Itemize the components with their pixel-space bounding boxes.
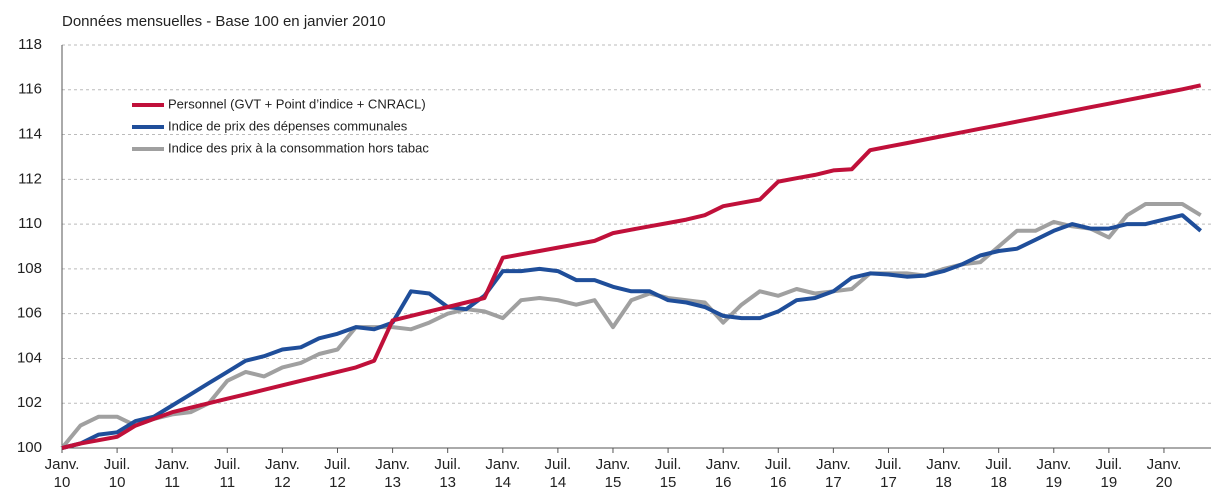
x-tick-label: Janv.: [265, 456, 300, 473]
x-tick-label: 18: [990, 474, 1007, 491]
x-tick-label: 16: [715, 474, 732, 491]
y-tick-label: 104: [17, 349, 42, 366]
x-tick-label: 13: [384, 474, 401, 491]
y-tick-label: 100: [17, 439, 42, 456]
y-tick-label: 108: [17, 260, 42, 277]
x-tick-label: Juil.: [324, 456, 351, 473]
x-tick-label: Juil.: [765, 456, 792, 473]
x-tick-label: Juil.: [434, 456, 461, 473]
y-tick-label: 116: [18, 81, 42, 98]
legend-label: Indice des prix à la consommation hors t…: [168, 140, 429, 155]
x-tick-label: 15: [660, 474, 677, 491]
x-tick-label: Janv.: [926, 456, 961, 473]
series-line: [61, 213, 1202, 450]
x-tick-label: 10: [109, 474, 126, 491]
x-tick-label: Janv.: [706, 456, 741, 473]
x-tick-label: Janv.: [1147, 456, 1182, 473]
x-tick-label: Janv.: [45, 456, 80, 473]
legend-label: Indice de prix des dépenses communales: [168, 118, 408, 133]
x-tick-label: 19: [1045, 474, 1062, 491]
x-tick-label: Janv.: [485, 456, 520, 473]
chart-title: Données mensuelles - Base 100 en janvier…: [62, 13, 386, 30]
x-tick-label: Juil.: [545, 456, 572, 473]
series-line: [61, 83, 1202, 450]
y-tick-label: 106: [17, 305, 42, 322]
x-tick-label: 15: [605, 474, 622, 491]
x-tick-label: 10: [54, 474, 71, 491]
x-tick-label: 17: [880, 474, 897, 491]
x-tick-label: Juil.: [104, 456, 131, 473]
x-tick-label: 14: [550, 474, 567, 491]
x-tick-label: Juil.: [985, 456, 1012, 473]
x-tick-label: 19: [1101, 474, 1118, 491]
x-tick-label: Juil.: [875, 456, 902, 473]
x-tick-label: 18: [935, 474, 952, 491]
x-tick-label: 17: [825, 474, 842, 491]
x-tick-label: 11: [220, 474, 236, 491]
x-tick-label: 16: [770, 474, 787, 491]
x-tick-label: Janv.: [375, 456, 410, 473]
x-tick-label: Janv.: [596, 456, 631, 473]
x-tick-label: 12: [329, 474, 346, 491]
legend-label: Personnel (GVT + Point d’indice + CNRACL…: [168, 96, 426, 111]
x-tick-label: 14: [494, 474, 511, 491]
y-tick-label: 118: [18, 36, 42, 53]
series-line: [60, 202, 1202, 450]
x-tick-label: Janv.: [816, 456, 851, 473]
x-tick-label: 12: [274, 474, 291, 491]
x-tick-label: Juil.: [655, 456, 682, 473]
y-tick-label: 102: [17, 394, 42, 411]
y-tick-label: 114: [18, 126, 42, 143]
x-tick-label: Juil.: [1096, 456, 1123, 473]
y-tick-label: 110: [18, 215, 42, 232]
y-tick-label: 112: [18, 170, 42, 187]
x-tick-label: 20: [1156, 474, 1173, 491]
x-tick-label: Janv.: [155, 456, 190, 473]
x-tick-label: 11: [164, 474, 180, 491]
x-tick-label: 13: [439, 474, 456, 491]
x-tick-label: Juil.: [214, 456, 241, 473]
x-tick-label: Janv.: [1036, 456, 1071, 473]
